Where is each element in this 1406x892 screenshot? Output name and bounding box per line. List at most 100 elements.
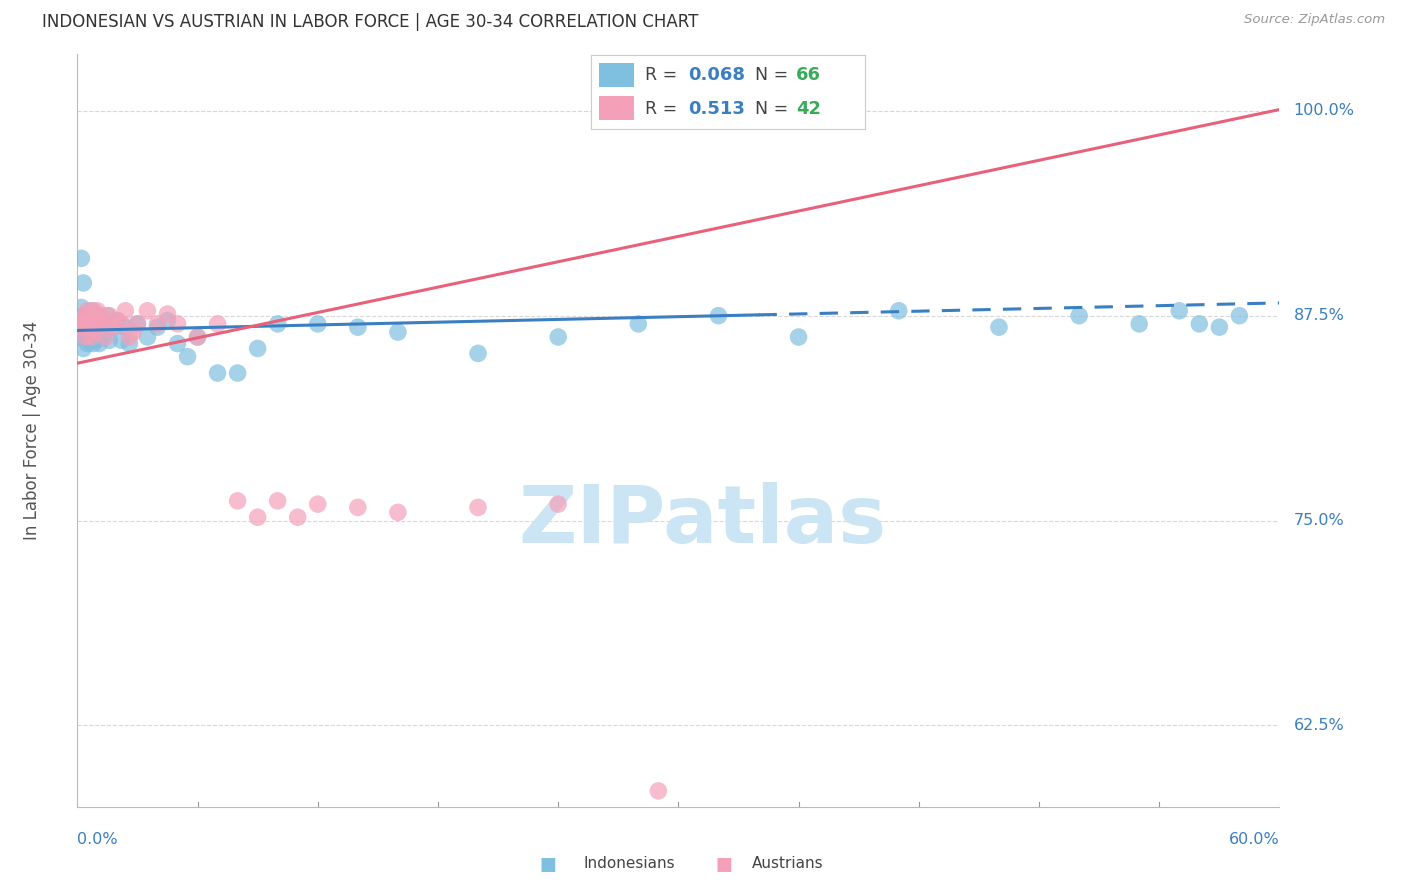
- Text: R =: R =: [645, 100, 683, 118]
- Text: ▪: ▪: [714, 849, 734, 878]
- Point: [90, 317, 112, 331]
- Point: [110, 317, 132, 331]
- Point: [107, 313, 129, 327]
- Text: 0.068: 0.068: [688, 66, 745, 84]
- Point: [76, 320, 98, 334]
- Point: [89, 317, 111, 331]
- Point: [94, 330, 117, 344]
- Text: 87.5%: 87.5%: [1294, 309, 1344, 323]
- Point: [72, 342, 94, 356]
- Point: [82, 303, 104, 318]
- Point: [267, 493, 290, 508]
- Point: [156, 313, 179, 327]
- Point: [76, 317, 98, 331]
- Point: [79, 317, 101, 331]
- Text: 42: 42: [796, 100, 821, 118]
- Point: [80, 320, 103, 334]
- Point: [156, 307, 179, 321]
- Point: [72, 320, 94, 334]
- Point: [82, 330, 104, 344]
- Text: N =: N =: [755, 66, 794, 84]
- Point: [90, 309, 112, 323]
- Point: [1168, 303, 1191, 318]
- Text: Austrians: Austrians: [752, 856, 824, 871]
- Point: [387, 325, 409, 339]
- Point: [94, 317, 117, 331]
- Text: 60.0%: 60.0%: [1229, 832, 1279, 847]
- Point: [70, 252, 93, 266]
- Point: [118, 330, 141, 344]
- Text: Indonesians: Indonesians: [583, 856, 675, 871]
- Point: [80, 325, 103, 339]
- Point: [70, 301, 93, 315]
- Text: N =: N =: [755, 100, 794, 118]
- Point: [80, 330, 103, 344]
- Point: [287, 510, 309, 524]
- Point: [82, 336, 104, 351]
- Point: [1069, 309, 1091, 323]
- Point: [82, 317, 104, 331]
- Text: 66: 66: [796, 66, 821, 84]
- Point: [67, 317, 90, 331]
- Point: [186, 330, 209, 344]
- Point: [76, 336, 98, 351]
- Point: [467, 346, 489, 360]
- Text: INDONESIAN VS AUSTRIAN IN LABOR FORCE | AGE 30-34 CORRELATION CHART: INDONESIAN VS AUSTRIAN IN LABOR FORCE | …: [42, 13, 699, 31]
- Point: [246, 510, 269, 524]
- Point: [75, 330, 97, 344]
- Point: [136, 330, 159, 344]
- Point: [72, 276, 94, 290]
- FancyBboxPatch shape: [599, 96, 634, 120]
- FancyBboxPatch shape: [599, 62, 634, 87]
- Point: [547, 497, 569, 511]
- Text: 100.0%: 100.0%: [1294, 103, 1354, 119]
- Point: [84, 325, 107, 339]
- Point: [146, 320, 169, 334]
- Point: [307, 317, 329, 331]
- Point: [76, 317, 98, 331]
- Point: [96, 317, 118, 331]
- Point: [122, 325, 145, 339]
- Point: [887, 303, 910, 318]
- Point: [75, 309, 97, 323]
- Point: [387, 505, 409, 519]
- Point: [127, 317, 149, 331]
- Point: [86, 320, 108, 334]
- Point: [103, 320, 125, 334]
- Text: 0.513: 0.513: [688, 100, 745, 118]
- Point: [1208, 320, 1230, 334]
- Point: [75, 309, 97, 323]
- Point: [647, 784, 669, 798]
- Point: [118, 336, 141, 351]
- Point: [226, 493, 249, 508]
- Point: [76, 309, 98, 323]
- Point: [79, 333, 101, 347]
- Point: [226, 366, 249, 380]
- Point: [467, 500, 489, 515]
- Point: [79, 320, 101, 334]
- Point: [627, 317, 650, 331]
- Point: [307, 497, 329, 511]
- Point: [267, 317, 290, 331]
- Point: [79, 309, 101, 323]
- Point: [75, 317, 97, 331]
- Point: [207, 317, 229, 331]
- Point: [72, 309, 94, 323]
- Point: [146, 317, 169, 331]
- Point: [347, 500, 370, 515]
- Point: [246, 342, 269, 356]
- Point: [86, 309, 108, 323]
- Point: [84, 333, 107, 347]
- Point: [86, 303, 108, 318]
- Point: [1188, 317, 1211, 331]
- Point: [347, 320, 370, 334]
- Point: [80, 303, 103, 318]
- Text: 0.0%: 0.0%: [77, 832, 118, 847]
- Point: [547, 330, 569, 344]
- Point: [72, 317, 94, 331]
- Point: [207, 366, 229, 380]
- Text: ▪: ▪: [538, 849, 558, 878]
- Text: R =: R =: [645, 66, 683, 84]
- Text: In Labor Force | Age 30-34: In Labor Force | Age 30-34: [22, 321, 41, 540]
- Point: [75, 330, 97, 344]
